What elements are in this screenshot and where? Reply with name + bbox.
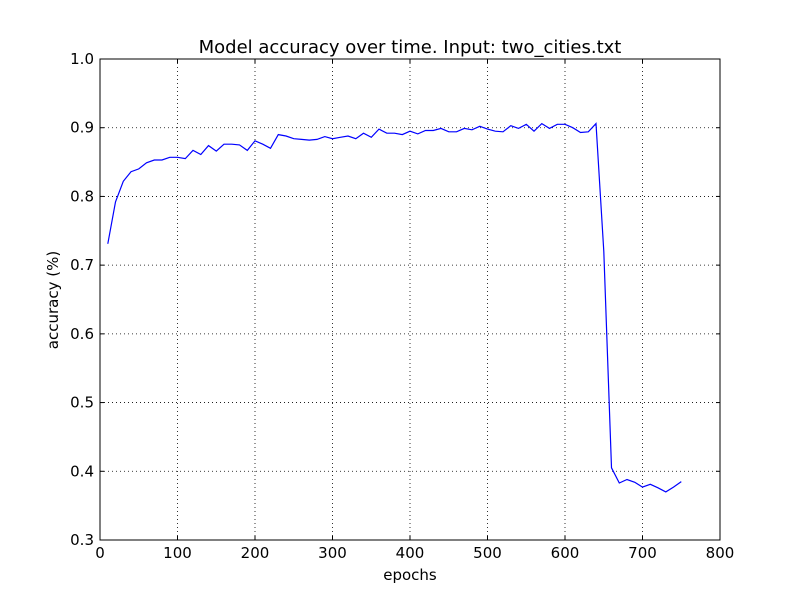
x-tick-label: 700 [628, 544, 657, 562]
x-tick-label: 800 [706, 544, 735, 562]
grid-lines [100, 59, 720, 540]
x-tick-label: 100 [163, 544, 192, 562]
y-tick-label: 0.6 [70, 325, 94, 343]
y-tick-label: 0.5 [70, 394, 94, 412]
accuracy-series-line [107, 122, 682, 493]
x-tick-label: 400 [396, 544, 425, 562]
series-layer [107, 122, 682, 493]
y-tick-label: 0.9 [70, 119, 94, 137]
y-tick-label: 0.3 [70, 531, 94, 549]
y-tick-labels: 0.3 0.4 0.5 0.6 0.7 0.8 0.9 1.0 [70, 50, 94, 549]
y-axis-label: accuracy (%) [44, 251, 62, 349]
tick-marks [99, 58, 721, 541]
chart-title: Model accuracy over time. Input: two_cit… [199, 37, 622, 58]
x-axis-label: epochs [383, 566, 437, 584]
x-tick-label: 0 [95, 544, 105, 562]
x-tick-label: 300 [318, 544, 347, 562]
y-tick-label: 0.4 [70, 462, 94, 480]
y-tick-label: 1.0 [70, 50, 94, 68]
x-tick-label: 600 [551, 544, 580, 562]
y-tick-label: 0.7 [70, 256, 94, 274]
x-tick-label: 500 [473, 544, 502, 562]
x-tick-labels: 0 100 200 300 400 500 600 700 800 [95, 544, 734, 562]
x-tick-label: 200 [241, 544, 270, 562]
y-tick-label: 0.8 [70, 187, 94, 205]
